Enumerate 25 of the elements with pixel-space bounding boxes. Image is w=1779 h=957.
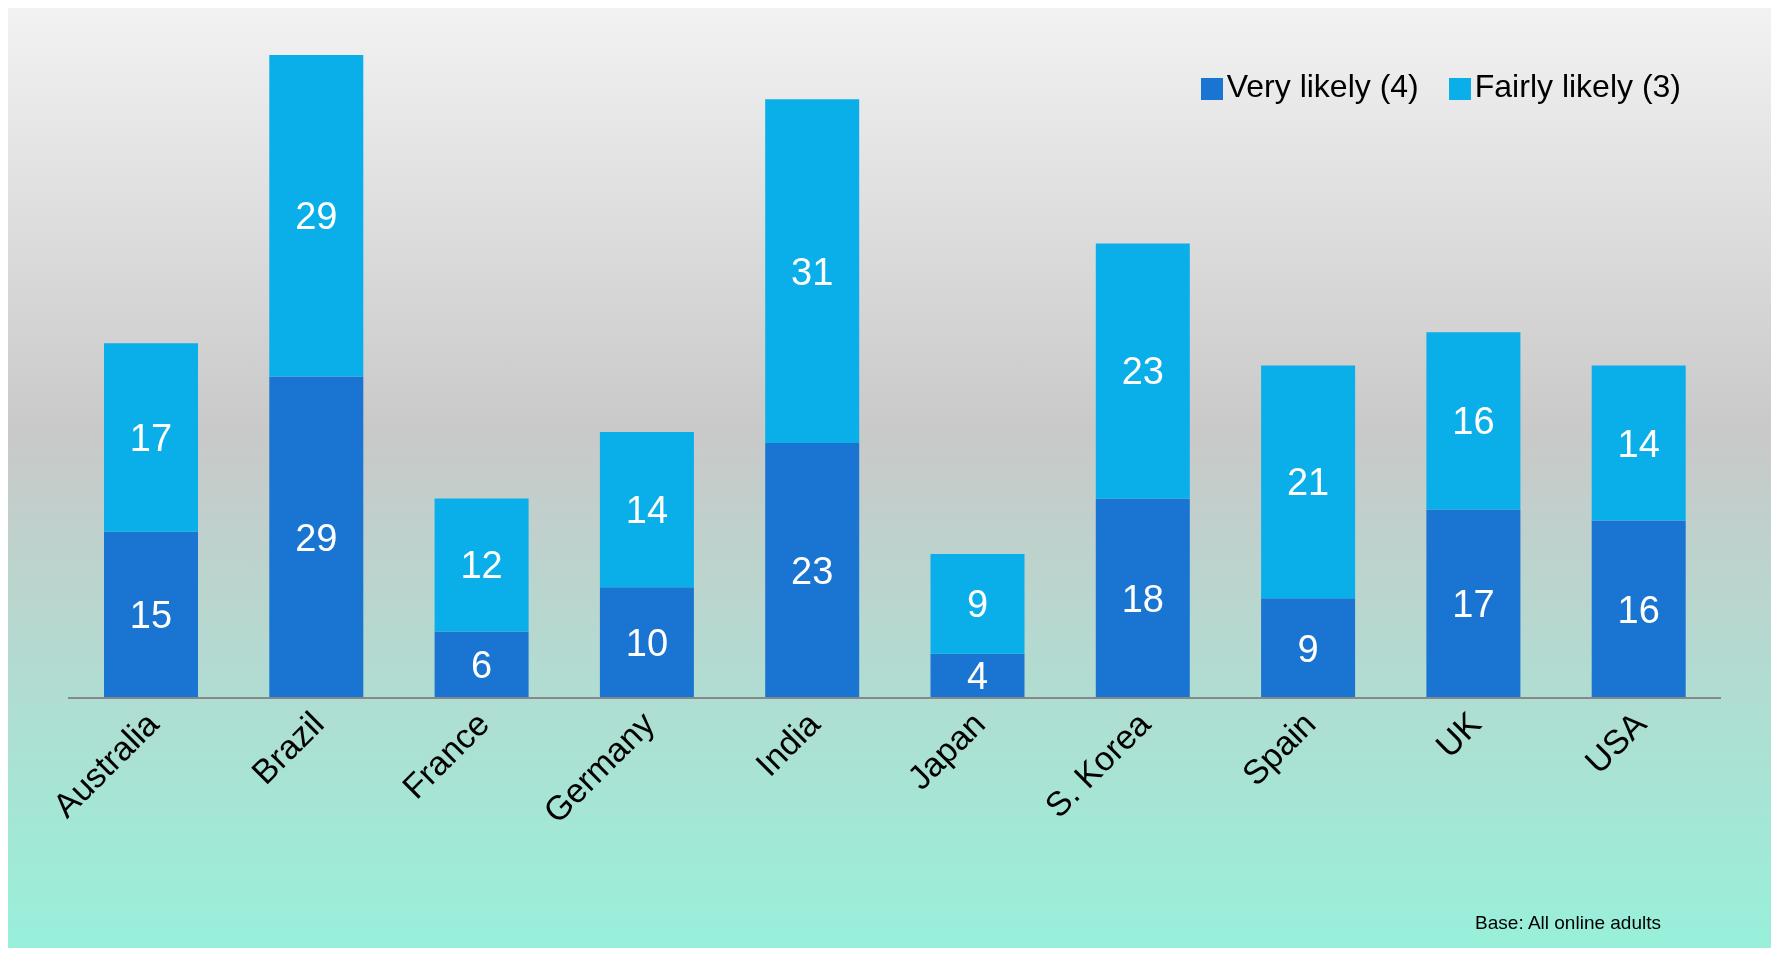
- data-label: 31: [791, 250, 834, 293]
- data-label: 16: [1617, 588, 1660, 631]
- data-label: 14: [625, 489, 669, 532]
- data-label: 12: [460, 544, 503, 587]
- legend-label: Fairly likely (3): [1474, 68, 1681, 104]
- data-label: 6: [471, 644, 493, 687]
- data-label: 16: [1452, 400, 1495, 443]
- text: Base: All online adults: [1475, 912, 1661, 934]
- data-label: 9: [966, 583, 989, 626]
- data-label: 14: [1617, 422, 1660, 465]
- data-label: 23: [1121, 350, 1164, 393]
- data-label: 10: [625, 622, 669, 665]
- x-tick-label: UK: [1427, 703, 1489, 765]
- data-label: 17: [129, 416, 173, 459]
- data-label: 17: [1452, 583, 1495, 626]
- data-label: 18: [1121, 577, 1164, 620]
- data-label: 29: [295, 516, 338, 559]
- data-label: 21: [1286, 461, 1330, 504]
- legend-label: Very likely (4): [1226, 68, 1419, 104]
- data-label: 15: [129, 594, 173, 637]
- data-label: 29: [295, 195, 338, 238]
- data-label: 4: [966, 655, 989, 698]
- x-tick-label: USA: [1576, 703, 1654, 781]
- data-label: 23: [791, 550, 834, 592]
- data-label: 9: [1297, 627, 1319, 670]
